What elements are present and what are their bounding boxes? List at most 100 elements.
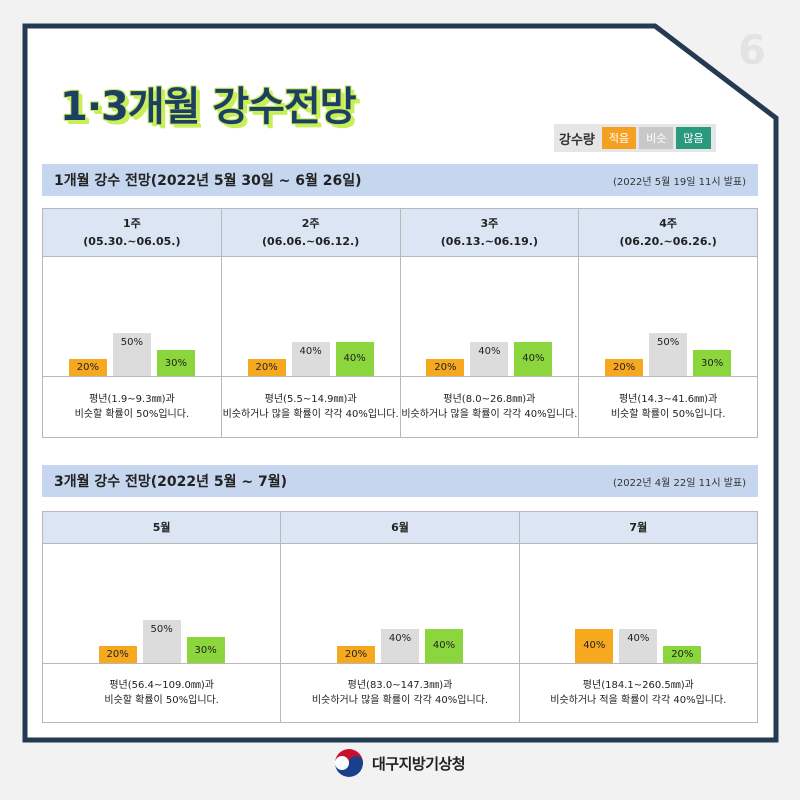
column-header: 7월 [519,512,757,544]
bar-value-label: 40% [627,632,650,644]
bar-value-label: 40% [299,345,322,357]
column-period-label: 6월 [391,520,409,534]
legend-item-low: 적음 [601,127,637,149]
bar-normal: 40% [470,341,509,376]
chart-column: 7월 40% 40% 20% 평년(184.1~260.5㎜)과 비슷하거나 적을 확률이… [519,512,757,722]
bar-value-label: 20% [255,361,278,373]
description-line: 평년(5.5~14.9㎜)과 [264,394,357,405]
column-period-label: 4주 [659,217,678,231]
legend-item-high: 많음 [676,127,711,149]
bar-high: 30% [693,350,732,376]
footer: 대구지방기상청 [334,748,466,778]
column-period-label: 5월 [152,520,171,534]
bar-normal: 50% [142,620,181,663]
bar-value-label: 30% [194,644,217,656]
bar-value-label: 40% [343,353,366,365]
column-period-label: 7월 [629,520,648,534]
bar-plot: 20% 40% 40% [221,257,400,377]
bar-value-label: 50% [150,624,173,635]
column-header: 6월 [281,512,519,544]
description-line: 평년(56.4~109.0㎜)과 [109,680,214,691]
column-date-range: (06.20.~06.26.) [619,234,717,248]
column-period-label: 3주 [480,217,499,231]
column-description: 평년(184.1~260.5㎜)과 비슷하거나 적을 확률이 각각 40%입니다. [520,664,757,722]
description-line: 평년(83.0~147.3㎜)과 [347,680,453,691]
page-title: 1·3개월 강수전망 [60,84,357,130]
column-header: 4주 (06.20.~06.26.) [579,209,757,257]
section-title-3month: 3개월 강수 전망(2022년 5월 ~ 7월) [54,474,288,490]
bar-value-label: 20% [76,361,99,373]
bar-normal: 40% [380,628,419,663]
org-name: 대구지방기상청 [372,754,466,773]
bar-low: 20% [68,358,107,376]
column-header: 2주 (06.06.~06.12.) [221,209,400,257]
bar-value-label: 20% [106,648,129,660]
bar-value-label: 20% [671,648,694,660]
bar-value-label: 50% [120,337,143,348]
section-header-3month: 3개월 강수 전망(2022년 5월 ~ 7월) (2022년 4월 22일 1… [42,465,758,497]
title-block: 1·3개월 강수전망 [60,74,357,132]
section-note-1month: (2022년 5월 19일 11시 발표) [613,176,746,188]
column-period-label: 1주 [122,217,141,231]
bar-value-label: 40% [478,345,501,357]
bar-high: 40% [514,341,553,376]
legend-title: 강수량 [559,132,595,148]
bar-high: 40% [424,628,463,663]
taegeuk-logo-icon [335,749,363,777]
bar-value-label: 40% [432,640,456,652]
section-note-3month: (2022년 4월 22일 11시 발표) [613,477,746,489]
column-header: 5월 [43,512,281,544]
bar-normal: 50% [112,333,151,376]
bar-normal: 50% [649,333,688,376]
description-line: 평년(1.9~9.3㎜)과 [89,394,175,405]
bar-value-label: 30% [164,357,187,369]
bar-low: 40% [575,628,614,663]
bar-normal: 40% [291,341,330,376]
description-line: 비슷할 확률이 50%입니다. [104,695,219,706]
description-line: 비슷하거나 적을 확률이 각각 40%입니다. [550,695,727,706]
bar-plot: 20% 50% 30% [579,257,757,377]
bar-high: 20% [663,645,702,663]
page-number: 6 [738,28,766,74]
description-line: 비슷할 확률이 50%입니다. [610,409,726,420]
bar-high: 40% [335,341,374,376]
legend: 강수량 적음 비슷 많음 [554,124,716,152]
bar-normal: 40% [619,628,658,663]
bar-low: 20% [605,358,644,376]
bar-low: 20% [336,645,375,663]
column-period-label: 2주 [301,217,320,231]
section-header-1month: 1개월 강수 전망(2022년 5월 30일 ~ 6월 26일) (2022년 … [42,164,758,196]
bar-value-label: 40% [388,632,412,644]
description-line: 비슷할 확률이 50%입니다. [74,409,190,420]
column-header: 1주 (05.30.~06.05.) [43,209,221,257]
bar-value-label: 40% [522,353,545,365]
bar-value-label: 50% [657,337,680,348]
bar-low: 20% [98,645,137,663]
bar-value-label: 40% [583,640,606,652]
description-line: 비슷하거나 많을 확률이 각각 40%입니다. [401,409,578,420]
chart-column: 4주 (06.20.~06.26.) 20% 50% 30% 평년(14.3~41.6㎜)… [579,209,757,437]
description-line: 비슷하거나 많을 확률이 각각 40%입니다. [222,409,399,420]
description-line: 비슷하거나 많을 확률이 각각 40%입니다. [311,695,489,706]
bar-low: 20% [247,358,286,376]
column-date-range: (05.30.~06.05.) [83,234,181,248]
bar-value-label: 20% [434,361,457,373]
chart-column: 2주 (06.06.~06.12.) 20% 40% 40% 평년(5.5~14.9㎜)과… [221,209,401,437]
bar-plot: 20% 50% 30% [43,257,221,377]
bar-low: 20% [426,358,465,376]
description-line: 평년(14.3~41.6㎜)과 [618,394,718,405]
bar-plot: 20% 50% 30% [43,544,281,664]
bar-value-label: 20% [613,361,636,373]
bar-high: 30% [186,637,225,663]
column-header: 3주 (06.13.~06.19.) [400,209,579,257]
